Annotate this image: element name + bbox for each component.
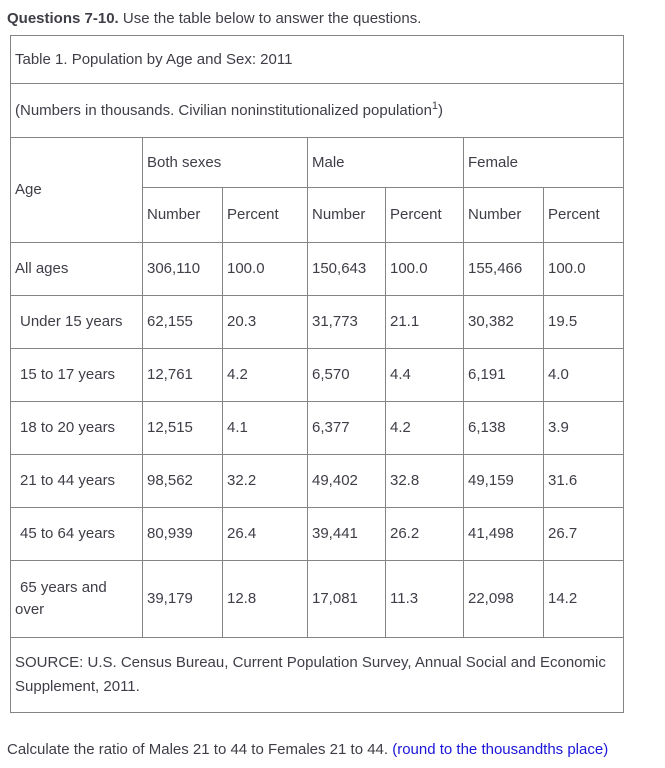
value-cell: 30,382	[463, 295, 544, 349]
footnote-marker: 1	[431, 99, 439, 112]
value-cell: 31,773	[307, 295, 386, 349]
value-cell: 11.3	[385, 560, 464, 638]
table-row-65-over: 65 years and over 39,179 12.8 17,081 11.…	[10, 560, 625, 638]
source-note: SOURCE: U.S. Census Bureau, Current Popu…	[9, 637, 625, 713]
header-group-row: Age Both sexes Male Female	[10, 137, 625, 243]
table-title-row: Table 1. Population by Age and Sex: 2011	[9, 35, 625, 84]
value-cell: 49,402	[307, 454, 386, 508]
value-cell: 6,191	[463, 348, 544, 402]
question-hint: (round to the thousandths place)	[392, 741, 609, 758]
subheader-percent: Percent	[542, 187, 625, 243]
table-subtitle-row: (Numbers in thousands. Civilian noninsti…	[9, 83, 625, 138]
value-cell: 39,179	[142, 560, 223, 638]
value-cell: 19.5	[542, 295, 625, 349]
value-cell: 98,562	[142, 454, 223, 508]
subheader-number: Number	[307, 187, 386, 243]
age-label-cell: 18 to 20 years	[10, 401, 143, 455]
subheader-percent: Percent	[385, 187, 464, 243]
value-cell: 26.4	[222, 507, 308, 561]
subheader-number: Number	[142, 187, 223, 243]
value-cell: 49,159	[463, 454, 544, 508]
group-header-female: Female	[462, 137, 625, 188]
value-cell: 100.0	[542, 242, 625, 296]
table-source-row: SOURCE: U.S. Census Bureau, Current Popu…	[9, 637, 625, 713]
value-cell: 26.2	[385, 507, 464, 561]
value-cell: 20.3	[222, 295, 308, 349]
value-cell: 32.8	[385, 454, 464, 508]
intro-text: Questions 7-10. Use the table below to a…	[7, 8, 659, 29]
value-cell: 6,377	[307, 401, 386, 455]
intro-instructions: Use the table below to answer the questi…	[118, 10, 422, 27]
value-cell: 4.0	[542, 348, 625, 402]
value-cell: 32.2	[222, 454, 308, 508]
table-subtitle: (Numbers in thousands. Civilian noninsti…	[9, 83, 625, 138]
age-label-cell: 65 years and over	[10, 560, 143, 638]
value-cell: 4.1	[222, 401, 308, 455]
age-label-cell: 21 to 44 years	[10, 454, 143, 508]
age-label-cell: 45 to 64 years	[10, 507, 143, 561]
age-label-cell: Under 15 years	[10, 295, 143, 349]
age-column-header: Age	[10, 137, 143, 243]
value-cell: 14.2	[542, 560, 625, 638]
value-cell: 4.2	[222, 348, 308, 402]
subtitle-text: (Numbers in thousands. Civilian noninsti…	[15, 101, 432, 119]
value-cell: 100.0	[222, 242, 308, 296]
age-label-cell: All ages	[10, 242, 143, 296]
value-cell: 12,761	[142, 348, 223, 402]
value-cell: 12.8	[222, 560, 308, 638]
value-cell: 306,110	[142, 242, 223, 296]
value-cell: 31.6	[542, 454, 625, 508]
value-cell: 17,081	[307, 560, 386, 638]
table-row-all-ages: All ages 306,110 100.0 150,643 100.0 155…	[10, 242, 625, 296]
value-cell: 155,466	[463, 242, 544, 296]
subtitle-close-paren: )	[438, 101, 444, 119]
value-cell: 6,570	[307, 348, 386, 402]
value-cell: 150,643	[307, 242, 386, 296]
intro-question-range: Questions 7-10.	[7, 10, 119, 27]
table-title: Table 1. Population by Age and Sex: 2011	[9, 35, 625, 84]
table-row-21-44: 21 to 44 years 98,562 32.2 49,402 32.8 4…	[10, 454, 625, 508]
header-sub-row: Number Percent Number Percent Number Per…	[11, 187, 625, 243]
age-label-cell: 15 to 17 years	[10, 348, 143, 402]
value-cell: 41,498	[463, 507, 544, 561]
population-table: Table 1. Population by Age and Sex: 2011…	[9, 35, 625, 713]
subheader-number: Number	[463, 187, 544, 243]
question-text: Calculate the ratio of Males 21 to 44 to…	[7, 739, 659, 760]
table-row-18-20: 18 to 20 years 12,515 4.1 6,377 4.2 6,13…	[10, 401, 625, 455]
group-header-male: Male	[307, 137, 464, 188]
value-cell: 21.1	[385, 295, 464, 349]
value-cell: 3.9	[542, 401, 625, 455]
value-cell: 22,098	[463, 560, 544, 638]
group-header-both-sexes: Both sexes	[142, 137, 308, 188]
value-cell: 4.4	[385, 348, 464, 402]
value-cell: 100.0	[385, 242, 464, 296]
value-cell: 26.7	[542, 507, 625, 561]
value-cell: 12,515	[142, 401, 223, 455]
table-row-45-64: 45 to 64 years 80,939 26.4 39,441 26.2 4…	[10, 507, 625, 561]
question-body: Calculate the ratio of Males 21 to 44 to…	[7, 741, 393, 758]
table-row-15-17: 15 to 17 years 12,761 4.2 6,570 4.4 6,19…	[10, 348, 625, 402]
value-cell: 39,441	[307, 507, 386, 561]
subheader-percent: Percent	[222, 187, 308, 243]
value-cell: 6,138	[463, 401, 544, 455]
value-cell: 4.2	[385, 401, 464, 455]
value-cell: 62,155	[142, 295, 223, 349]
value-cell: 80,939	[142, 507, 223, 561]
table-row-under-15: Under 15 years 62,155 20.3 31,773 21.1 3…	[10, 295, 625, 349]
